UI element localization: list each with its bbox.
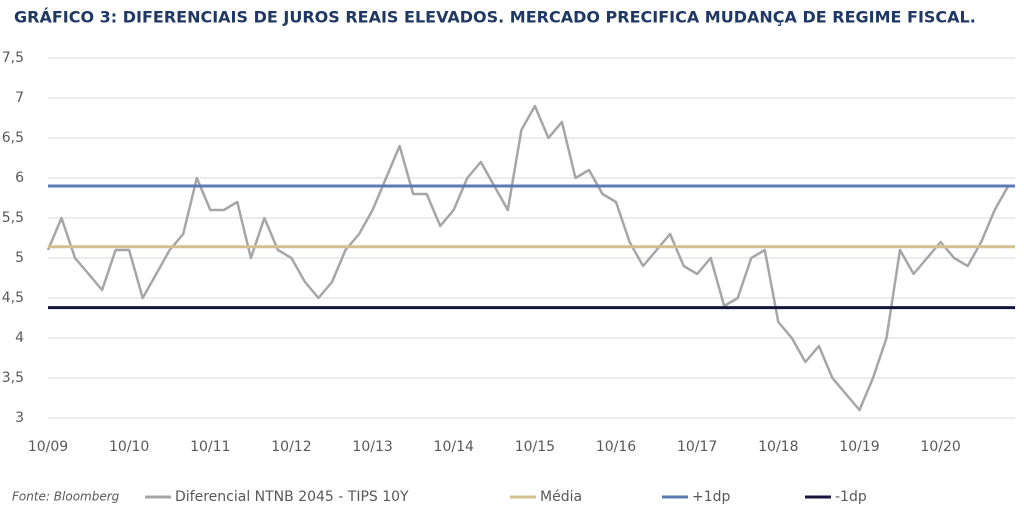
x-tick-label: 10/11 [190,439,230,455]
y-tick-label: 4 [15,330,24,346]
data-line [46,104,1010,412]
legend-label: Diferencial NTNB 2045 - TIPS 10Y [175,489,409,505]
legend-label: -1dp [835,489,867,505]
y-tick-label: 7,5 [2,50,24,66]
x-tick-label: 10/19 [839,439,879,455]
x-tick-label: 10/14 [434,439,474,455]
y-tick-label: 6,5 [2,130,24,146]
x-tick-label: 10/09 [28,439,68,455]
y-tick-label: 7 [15,90,24,106]
x-tick-label: 10/16 [596,439,636,455]
y-tick-label: 3 [15,410,24,426]
chart-title: GRÁFICO 3: DIFERENCIAIS DE JUROS REAIS E… [14,8,976,27]
x-tick-label: 10/20 [920,439,960,455]
source: Fonte: Bloomberg [12,490,120,504]
y-tick-label: 3,5 [2,370,24,386]
x-tick-label: 10/15 [515,439,555,455]
x-tick-label: 10/10 [109,439,149,455]
y-tick-label: 5 [15,250,24,266]
legend-label: +1dp [692,489,731,505]
y-tick-label: 6 [15,170,24,186]
x-tick-label: 10/12 [271,439,311,455]
y-tick-label: 5,5 [2,210,24,226]
x-tick-label: 10/17 [677,439,717,455]
legend-label: Média [540,489,582,505]
x-tick-label: 10/13 [352,439,392,455]
x-tick-label: 10/18 [758,439,798,455]
y-tick-label: 4,5 [2,290,24,306]
